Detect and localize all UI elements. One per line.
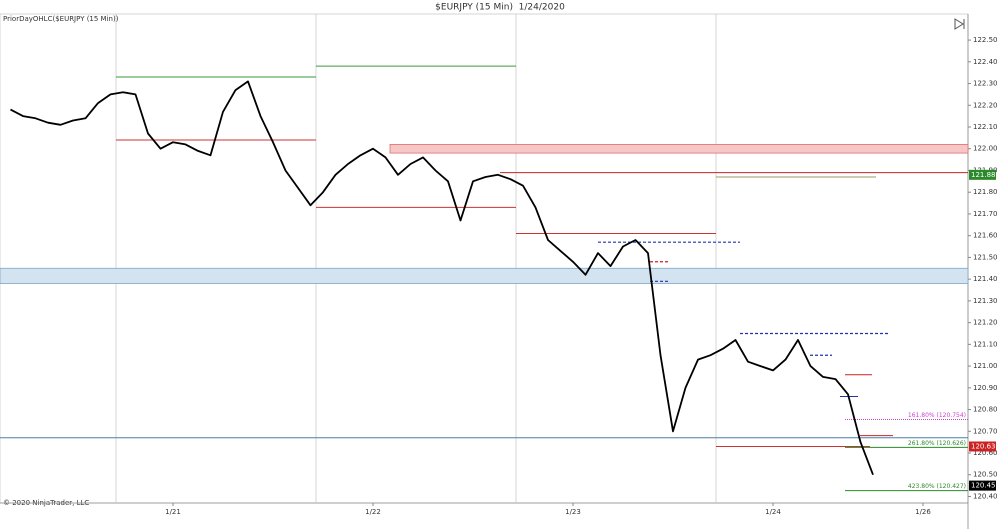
y-tick-label: 120.90 <box>973 384 998 392</box>
y-tick-label: 120.40 <box>973 492 998 500</box>
y-tick-label: 122.10 <box>973 123 998 131</box>
price-tag <box>969 480 996 491</box>
y-tick-label: 121.70 <box>973 210 998 218</box>
zone <box>0 267 969 284</box>
indicator-label: PriorDayOHLC($EURJPY (15 Min)) <box>3 15 119 23</box>
price-tag-label: 120.45 <box>971 482 996 490</box>
x-tick-label: 1/26 <box>915 508 931 516</box>
zone <box>389 143 969 154</box>
x-tick-label: 1/22 <box>365 508 381 516</box>
y-tick-label: 121.80 <box>973 188 998 196</box>
price-tag-label: 120.630 <box>971 442 1000 450</box>
price-tag <box>969 441 996 452</box>
y-tick-label: 120.60 <box>973 449 998 457</box>
price-tag <box>969 169 996 180</box>
fib-label: 161.80% (120.754) <box>908 412 966 419</box>
session-lines <box>115 14 717 503</box>
y-tick-label: 121.10 <box>973 340 998 348</box>
price-tag-label: 121.880 <box>971 171 1000 179</box>
y-tick-label: 121.50 <box>973 253 998 261</box>
fib-label: 423.80% (120.427) <box>908 483 966 490</box>
chart-title: $EURJPY (15 Min) 1/24/2020 <box>435 3 565 13</box>
y-tick-label: 121.30 <box>973 297 998 305</box>
y-tick-label: 122.00 <box>973 145 998 153</box>
y-tick-label: 121.00 <box>973 362 998 370</box>
x-tick-label: 1/23 <box>565 508 581 516</box>
y-tick-label: 122.40 <box>973 58 998 66</box>
y-tick-label: 120.50 <box>973 471 998 479</box>
price-line <box>10 80 874 476</box>
x-tick-label: 1/24 <box>765 508 781 516</box>
y-tick-label: 122.20 <box>973 101 998 109</box>
scroll-icon[interactable] <box>954 18 965 30</box>
y-tick-label: 121.60 <box>973 232 998 240</box>
y-tick-label: 122.30 <box>973 80 998 88</box>
y-tick-label: 121.40 <box>973 275 998 283</box>
y-tick-label: 120.80 <box>973 406 998 414</box>
fib-label: 261.80% (120.626) <box>908 440 966 447</box>
x-tick-label: 1/21 <box>165 508 181 516</box>
y-tick-label: 120.70 <box>973 427 998 435</box>
y-tick-label: 121.20 <box>973 319 998 327</box>
y-tick-label: 122.50 <box>973 36 998 44</box>
